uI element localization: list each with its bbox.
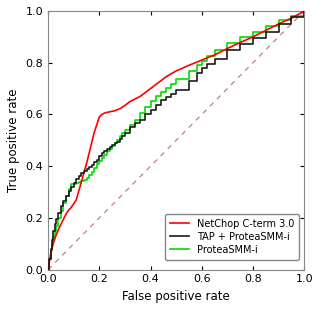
TAP + ProteaSMM-i xyxy=(118,137,122,141)
NetChop C-term 3.0 xyxy=(90,141,93,145)
X-axis label: False positive rate: False positive rate xyxy=(122,290,230,303)
ProteaSMM-i xyxy=(46,268,50,272)
Line: ProteaSMM-i: ProteaSMM-i xyxy=(48,11,304,270)
NetChop C-term 3.0 xyxy=(138,95,142,98)
NetChop C-term 3.0 xyxy=(61,217,65,221)
ProteaSMM-i xyxy=(302,9,306,13)
Legend: NetChop C-term 3.0, TAP + ProteaSMM-i, ProteaSMM-i: NetChop C-term 3.0, TAP + ProteaSMM-i, P… xyxy=(165,214,300,259)
ProteaSMM-i xyxy=(74,181,78,185)
TAP + ProteaSMM-i xyxy=(90,163,93,167)
Line: NetChop C-term 3.0: NetChop C-term 3.0 xyxy=(48,11,304,270)
ProteaSMM-i xyxy=(49,248,52,252)
NetChop C-term 3.0 xyxy=(113,109,116,113)
NetChop C-term 3.0 xyxy=(118,107,122,111)
ProteaSMM-i xyxy=(97,159,101,163)
ProteaSMM-i xyxy=(50,242,54,246)
TAP + ProteaSMM-i xyxy=(46,268,50,272)
TAP + ProteaSMM-i xyxy=(128,126,132,129)
ProteaSMM-i xyxy=(149,99,153,103)
TAP + ProteaSMM-i xyxy=(169,92,173,95)
TAP + ProteaSMM-i xyxy=(302,9,306,13)
ProteaSMM-i xyxy=(144,105,148,109)
NetChop C-term 3.0 xyxy=(120,105,124,109)
NetChop C-term 3.0 xyxy=(302,9,306,13)
Line: TAP + ProteaSMM-i: TAP + ProteaSMM-i xyxy=(48,11,304,270)
TAP + ProteaSMM-i xyxy=(138,118,142,122)
Y-axis label: True positive rate: True positive rate xyxy=(7,89,20,192)
TAP + ProteaSMM-i xyxy=(47,257,51,261)
NetChop C-term 3.0 xyxy=(46,268,50,272)
